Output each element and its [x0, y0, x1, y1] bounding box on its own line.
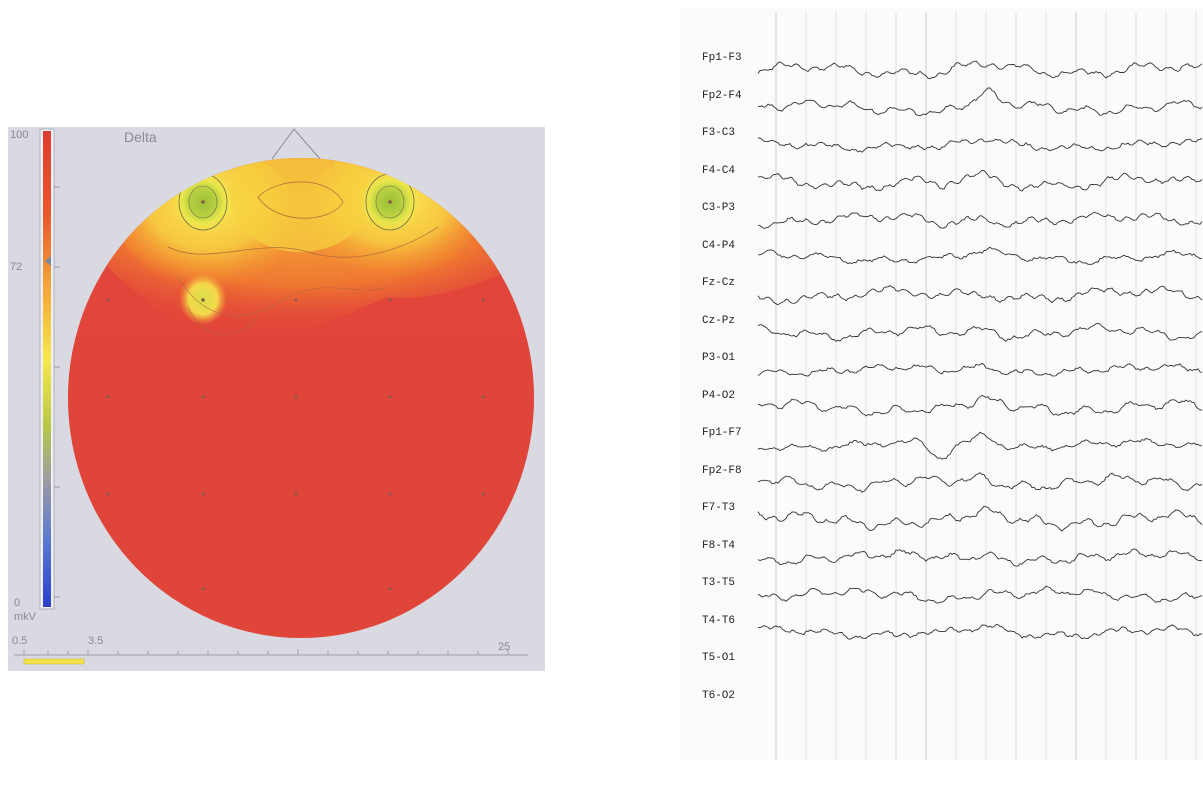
eeg-trace: [757, 137, 1203, 153]
eeg-trace: [757, 362, 1203, 377]
eeg-trace: [758, 169, 1203, 192]
channel-label: T3-T5: [702, 577, 736, 589]
eeg-paper: [680, 8, 1203, 760]
channel-label: Fp1-F3: [702, 52, 742, 64]
topographic-map-graphic: [14, 128, 534, 665]
topographic-map-panel: Delta 100 72 0 mkV 0.5 3.5 25: [8, 127, 545, 671]
eeg-traces: [757, 12, 1203, 760]
channel-label: T5-O1: [702, 652, 736, 664]
channel-label: F4-C4: [702, 164, 736, 177]
channel-label: Fz-Cz: [702, 277, 736, 289]
freq-start-label: 0.5: [12, 635, 28, 647]
eeg-trace: [757, 505, 1203, 532]
eeg-trace: [757, 323, 1203, 342]
eeg-trace: [757, 431, 1203, 460]
scale-min-label: 0: [14, 597, 21, 609]
freq-end-label: 25: [498, 641, 511, 653]
head-scalp-map: [68, 158, 534, 638]
eeg-trace: [757, 472, 1203, 493]
scale-max-label: 100: [10, 129, 29, 141]
channel-label: Fp2-F4: [702, 89, 742, 102]
channel-label: F7-T3: [702, 502, 736, 514]
channel-label: T6-O2: [702, 689, 736, 702]
eeg-trace: [757, 211, 1203, 229]
channel-label: C3-P3: [702, 202, 736, 214]
freq-band-end-label: 3.5: [88, 635, 104, 647]
eeg-trace: [757, 624, 1203, 640]
channel-label: P4-O2: [702, 389, 736, 402]
band-title: Delta: [124, 129, 157, 145]
frequency-band-slider[interactable]: [23, 658, 85, 665]
eeg-trace: [757, 585, 1203, 604]
channel-label: F8-T4: [702, 539, 736, 552]
scale-unit-label: mkV: [14, 611, 36, 623]
eeg-trace: [757, 60, 1203, 80]
eeg-trace: [757, 394, 1203, 417]
channel-label: F3-C3: [702, 127, 736, 139]
eeg-trace: [757, 284, 1203, 306]
eeg-trace-panel: Fp1-F3 Fp2-F4 F3-C3 F4-C4 C3-P3 C4-P4 Fz-Cz Cz-…: [680, 8, 1203, 812]
eeg-trace: [757, 87, 1203, 117]
eeg-trace: [758, 246, 1203, 265]
scale-marker-label: 72: [10, 261, 23, 273]
channel-label: P3-O1: [702, 352, 736, 364]
channel-label: Fp1-F7: [702, 427, 742, 439]
channel-label: C4-P4: [702, 239, 736, 252]
nose-outline: [271, 128, 321, 160]
scale-marker-icon[interactable]: [45, 256, 51, 266]
channel-label: Fp2-F8: [702, 464, 742, 477]
channel-label: Cz-Pz: [702, 314, 736, 327]
eeg-trace: [757, 548, 1203, 567]
channel-label: T4-T6: [702, 614, 736, 627]
